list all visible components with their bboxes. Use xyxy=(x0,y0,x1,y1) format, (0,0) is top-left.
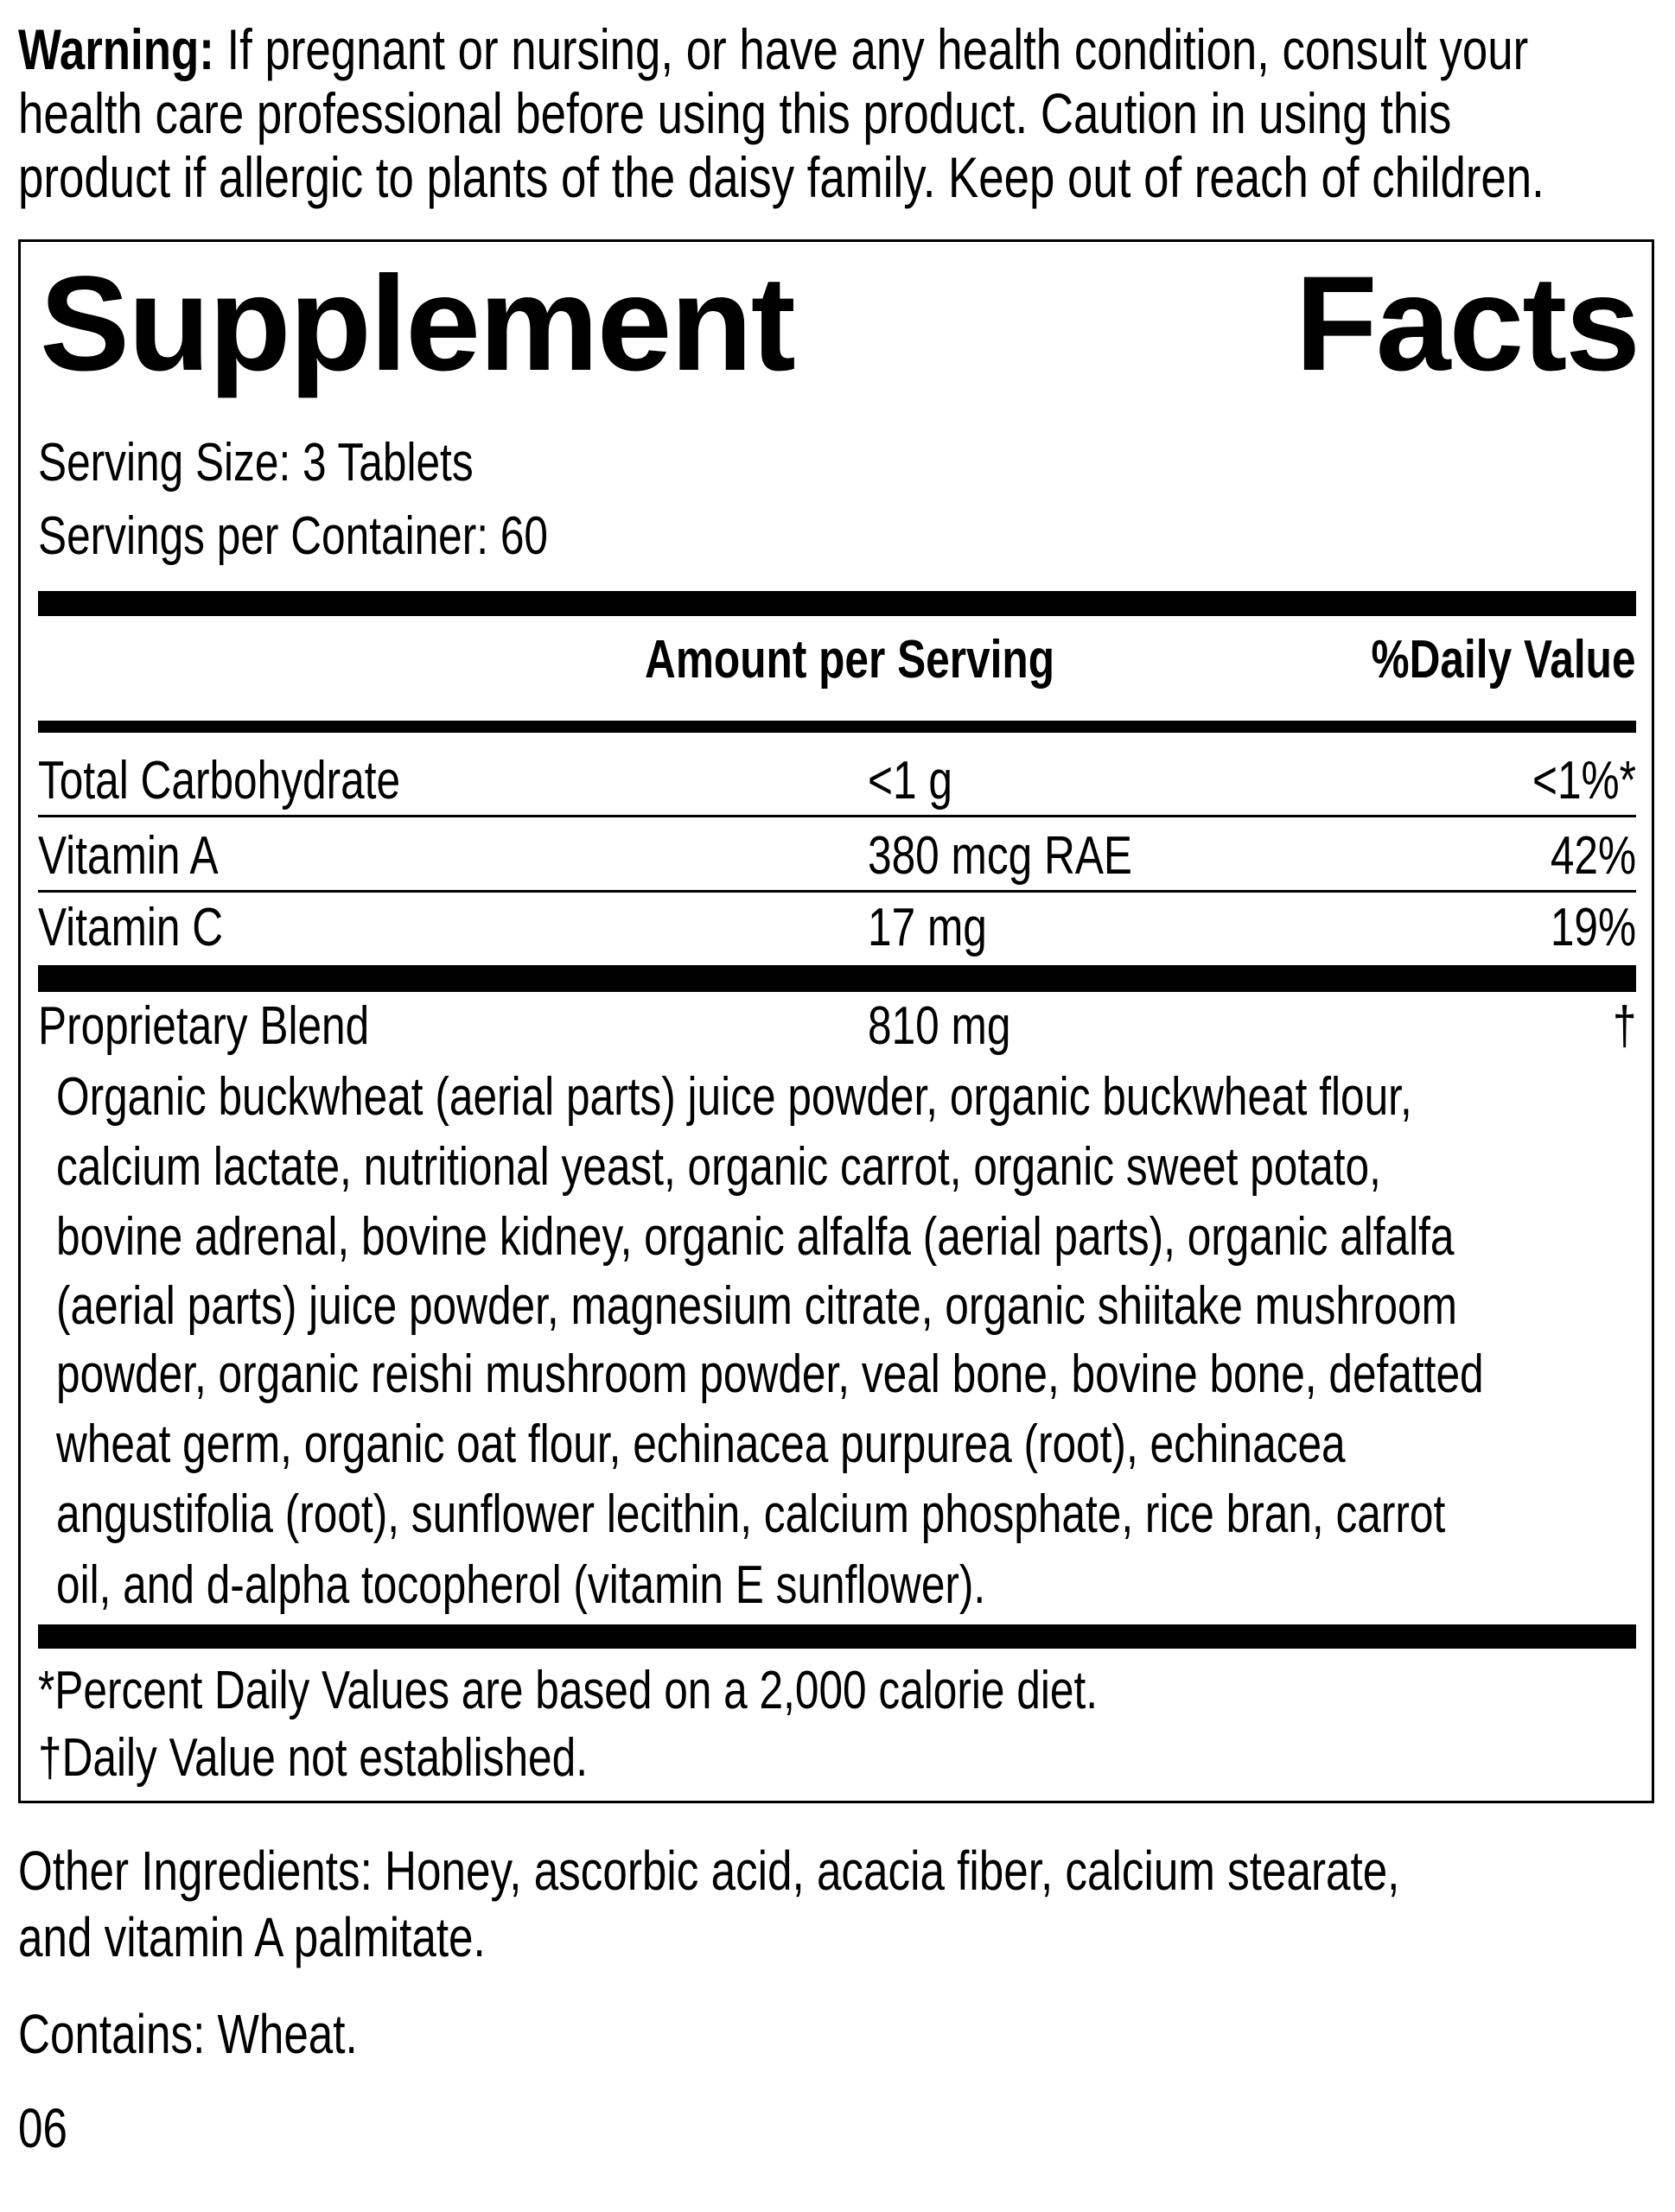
other-ingredients-line: Other Ingredients: Honey, ascorbic acid,… xyxy=(18,1840,1400,1902)
nutrient-name: Vitamin C xyxy=(38,898,224,957)
warning-label: Warning: xyxy=(18,17,214,81)
blend-amount: 810 mg xyxy=(868,996,1011,1056)
ingredient-line: oil, and d-alpha tocopherol (vitamin E s… xyxy=(56,1555,986,1615)
serving-size: Serving Size: 3 Tablets xyxy=(38,433,474,493)
facts-title: Supplement Facts xyxy=(40,249,1640,399)
divider-medium xyxy=(38,721,1636,733)
nutrient-name: Total Carbohydrate xyxy=(38,751,401,810)
nutrient-dv: 19% xyxy=(1550,898,1636,957)
nutrient-dv: <1%* xyxy=(1532,751,1636,810)
contains-allergens: Contains: Wheat. xyxy=(18,2003,358,2065)
warning-line: health care professional before using th… xyxy=(18,81,1452,145)
footnote-dagger: †Daily Value not established. xyxy=(38,1728,589,1788)
nutrient-amount: 17 mg xyxy=(868,898,987,957)
ingredient-line: powder, organic reishi mushroom powder, … xyxy=(56,1344,1484,1404)
ingredient-line: (aerial parts) juice powder, magnesium c… xyxy=(56,1276,1457,1336)
ingredient-line: wheat germ, organic oat flour, echinacea… xyxy=(56,1414,1346,1474)
footnote-dv: *Percent Daily Values are based on a 2,0… xyxy=(38,1661,1099,1720)
ingredient-line: calcium lactate, nutritional yeast, orga… xyxy=(56,1137,1381,1197)
ingredient-line: bovine adrenal, bovine kidney, organic a… xyxy=(56,1207,1455,1267)
warning-line: Warning: If pregnant or nursing, or have… xyxy=(18,17,1529,81)
warning-line: product if allergic to plants of the dai… xyxy=(18,145,1544,209)
label-code: 06 xyxy=(18,2097,67,2159)
servings-per-container: Servings per Container: 60 xyxy=(38,506,549,566)
ingredient-line: Organic buckwheat (aerial parts) juice p… xyxy=(56,1067,1412,1127)
col-amount-header: Amount per Serving xyxy=(645,630,1055,690)
divider-thin xyxy=(38,890,1636,893)
col-dv-header: %Daily Value xyxy=(1371,630,1636,690)
divider-thick xyxy=(38,965,1636,992)
other-ingredients-line: and vitamin A palmitate. xyxy=(18,1906,486,1968)
nutrient-name: Vitamin A xyxy=(38,826,219,886)
divider-thick xyxy=(38,1624,1636,1649)
blend-dv: † xyxy=(1612,996,1636,1056)
divider-thin xyxy=(38,815,1636,817)
nutrient-dv: 42% xyxy=(1550,826,1636,886)
supplement-facts-panel xyxy=(18,239,1654,1803)
blend-name: Proprietary Blend xyxy=(38,996,370,1056)
nutrient-amount: <1 g xyxy=(868,751,952,810)
divider-thick xyxy=(38,591,1636,616)
nutrient-amount: 380 mcg RAE xyxy=(868,826,1133,886)
ingredient-line: angustifolia (root), sunflower lecithin,… xyxy=(56,1484,1446,1544)
